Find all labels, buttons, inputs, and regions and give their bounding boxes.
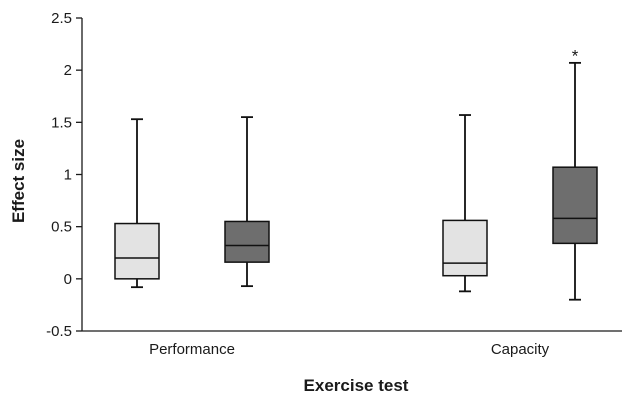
box-group xyxy=(114,118,160,289)
x-category-label: Capacity xyxy=(491,341,550,358)
box-group xyxy=(552,61,598,301)
x-axis: Performance Capacity xyxy=(82,330,622,358)
box xyxy=(552,166,598,245)
box xyxy=(442,219,488,277)
y-axis: 2.5 2 1.5 1 0.5 0 -0.5 xyxy=(46,10,83,340)
y-tick-label: 2.5 xyxy=(51,10,72,27)
x-axis-title: Exercise test xyxy=(304,376,409,395)
y-tick-label: 0.5 xyxy=(51,219,72,236)
annotations: * xyxy=(572,47,579,66)
y-tick-label: 1 xyxy=(64,167,72,184)
box-group xyxy=(442,114,488,293)
box-group xyxy=(224,116,270,288)
box xyxy=(114,222,160,280)
y-axis-title: Effect size xyxy=(9,139,28,223)
y-tick-label: 0 xyxy=(64,271,72,288)
y-tick-label: 2 xyxy=(64,62,72,79)
significance-marker: * xyxy=(572,47,579,66)
box xyxy=(224,220,270,263)
box-plot-series xyxy=(114,61,598,301)
y-tick-label: -0.5 xyxy=(46,323,72,340)
x-category-label: Performance xyxy=(149,341,235,358)
y-tick-label: 1.5 xyxy=(51,114,72,131)
